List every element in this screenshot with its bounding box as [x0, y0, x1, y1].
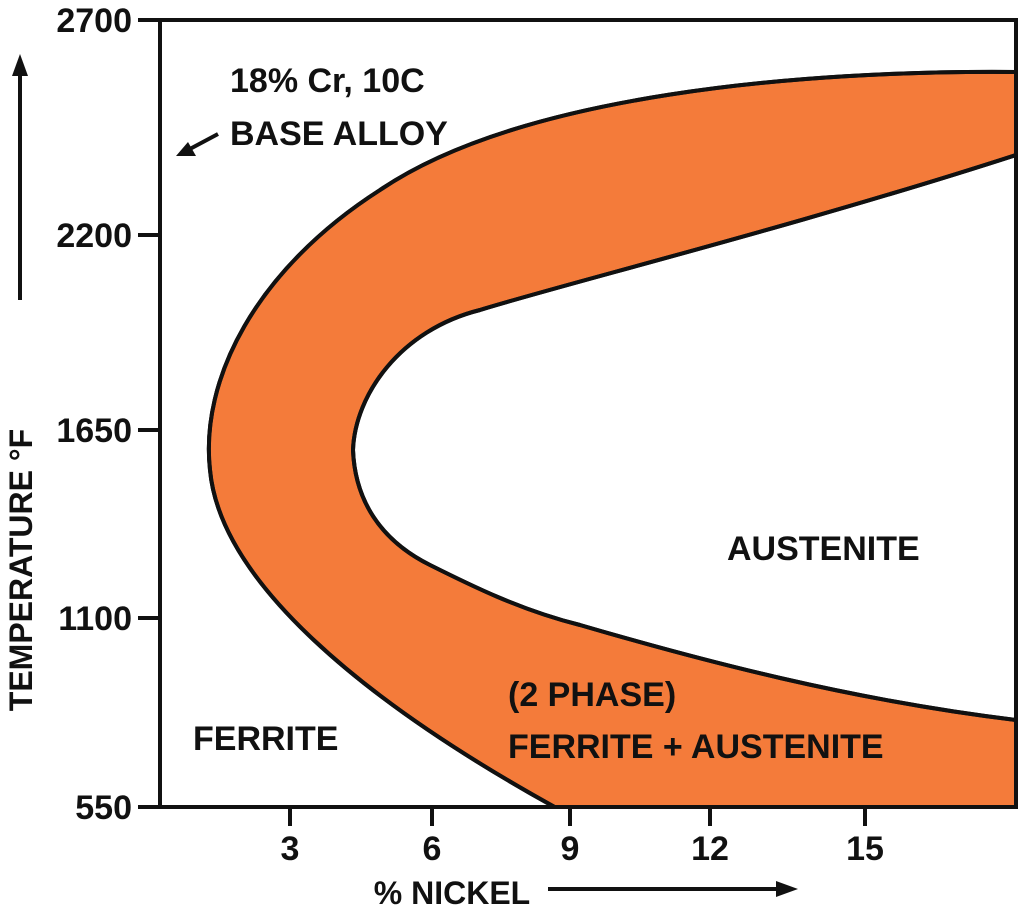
- x-axis: [288, 807, 867, 826]
- base-alloy-label: BASE ALLOY: [230, 115, 448, 153]
- y-tick-label: 2200: [56, 217, 132, 255]
- austenite-boundary-curve: [350, 153, 1016, 722]
- y-tick-label: 1100: [58, 600, 132, 638]
- y-tick-label: 550: [75, 789, 132, 827]
- x-tick-label: 9: [561, 830, 580, 868]
- up-arrow-icon: [12, 54, 28, 300]
- y-axis-title: TEMPERATURE °F: [3, 429, 39, 711]
- x-tick-label: 12: [691, 830, 729, 868]
- base-alloy-composition: 18% Cr, 10C: [230, 62, 425, 100]
- y-tick-label: 2700: [56, 2, 132, 40]
- x-tick-label: 3: [281, 830, 300, 868]
- x-tick-label: 6: [423, 830, 442, 868]
- x-axis-title: % NICKEL: [374, 875, 530, 911]
- y-axis: [138, 18, 160, 809]
- two-phase-composition-label: FERRITE + AUSTENITE: [508, 728, 884, 766]
- austenite-label: AUSTENITE: [727, 530, 920, 568]
- plot-frame: [158, 18, 1018, 809]
- two-phase-label: (2 PHASE): [508, 676, 676, 714]
- x-tick-label: 15: [846, 830, 884, 868]
- y-tick-label: 1650: [56, 412, 132, 450]
- right-arrow-icon: [548, 881, 798, 897]
- ferrite-label: FERRITE: [193, 720, 338, 758]
- pointer-arrow-icon: [176, 132, 219, 156]
- ferrite-boundary-curve: [206, 69, 1016, 807]
